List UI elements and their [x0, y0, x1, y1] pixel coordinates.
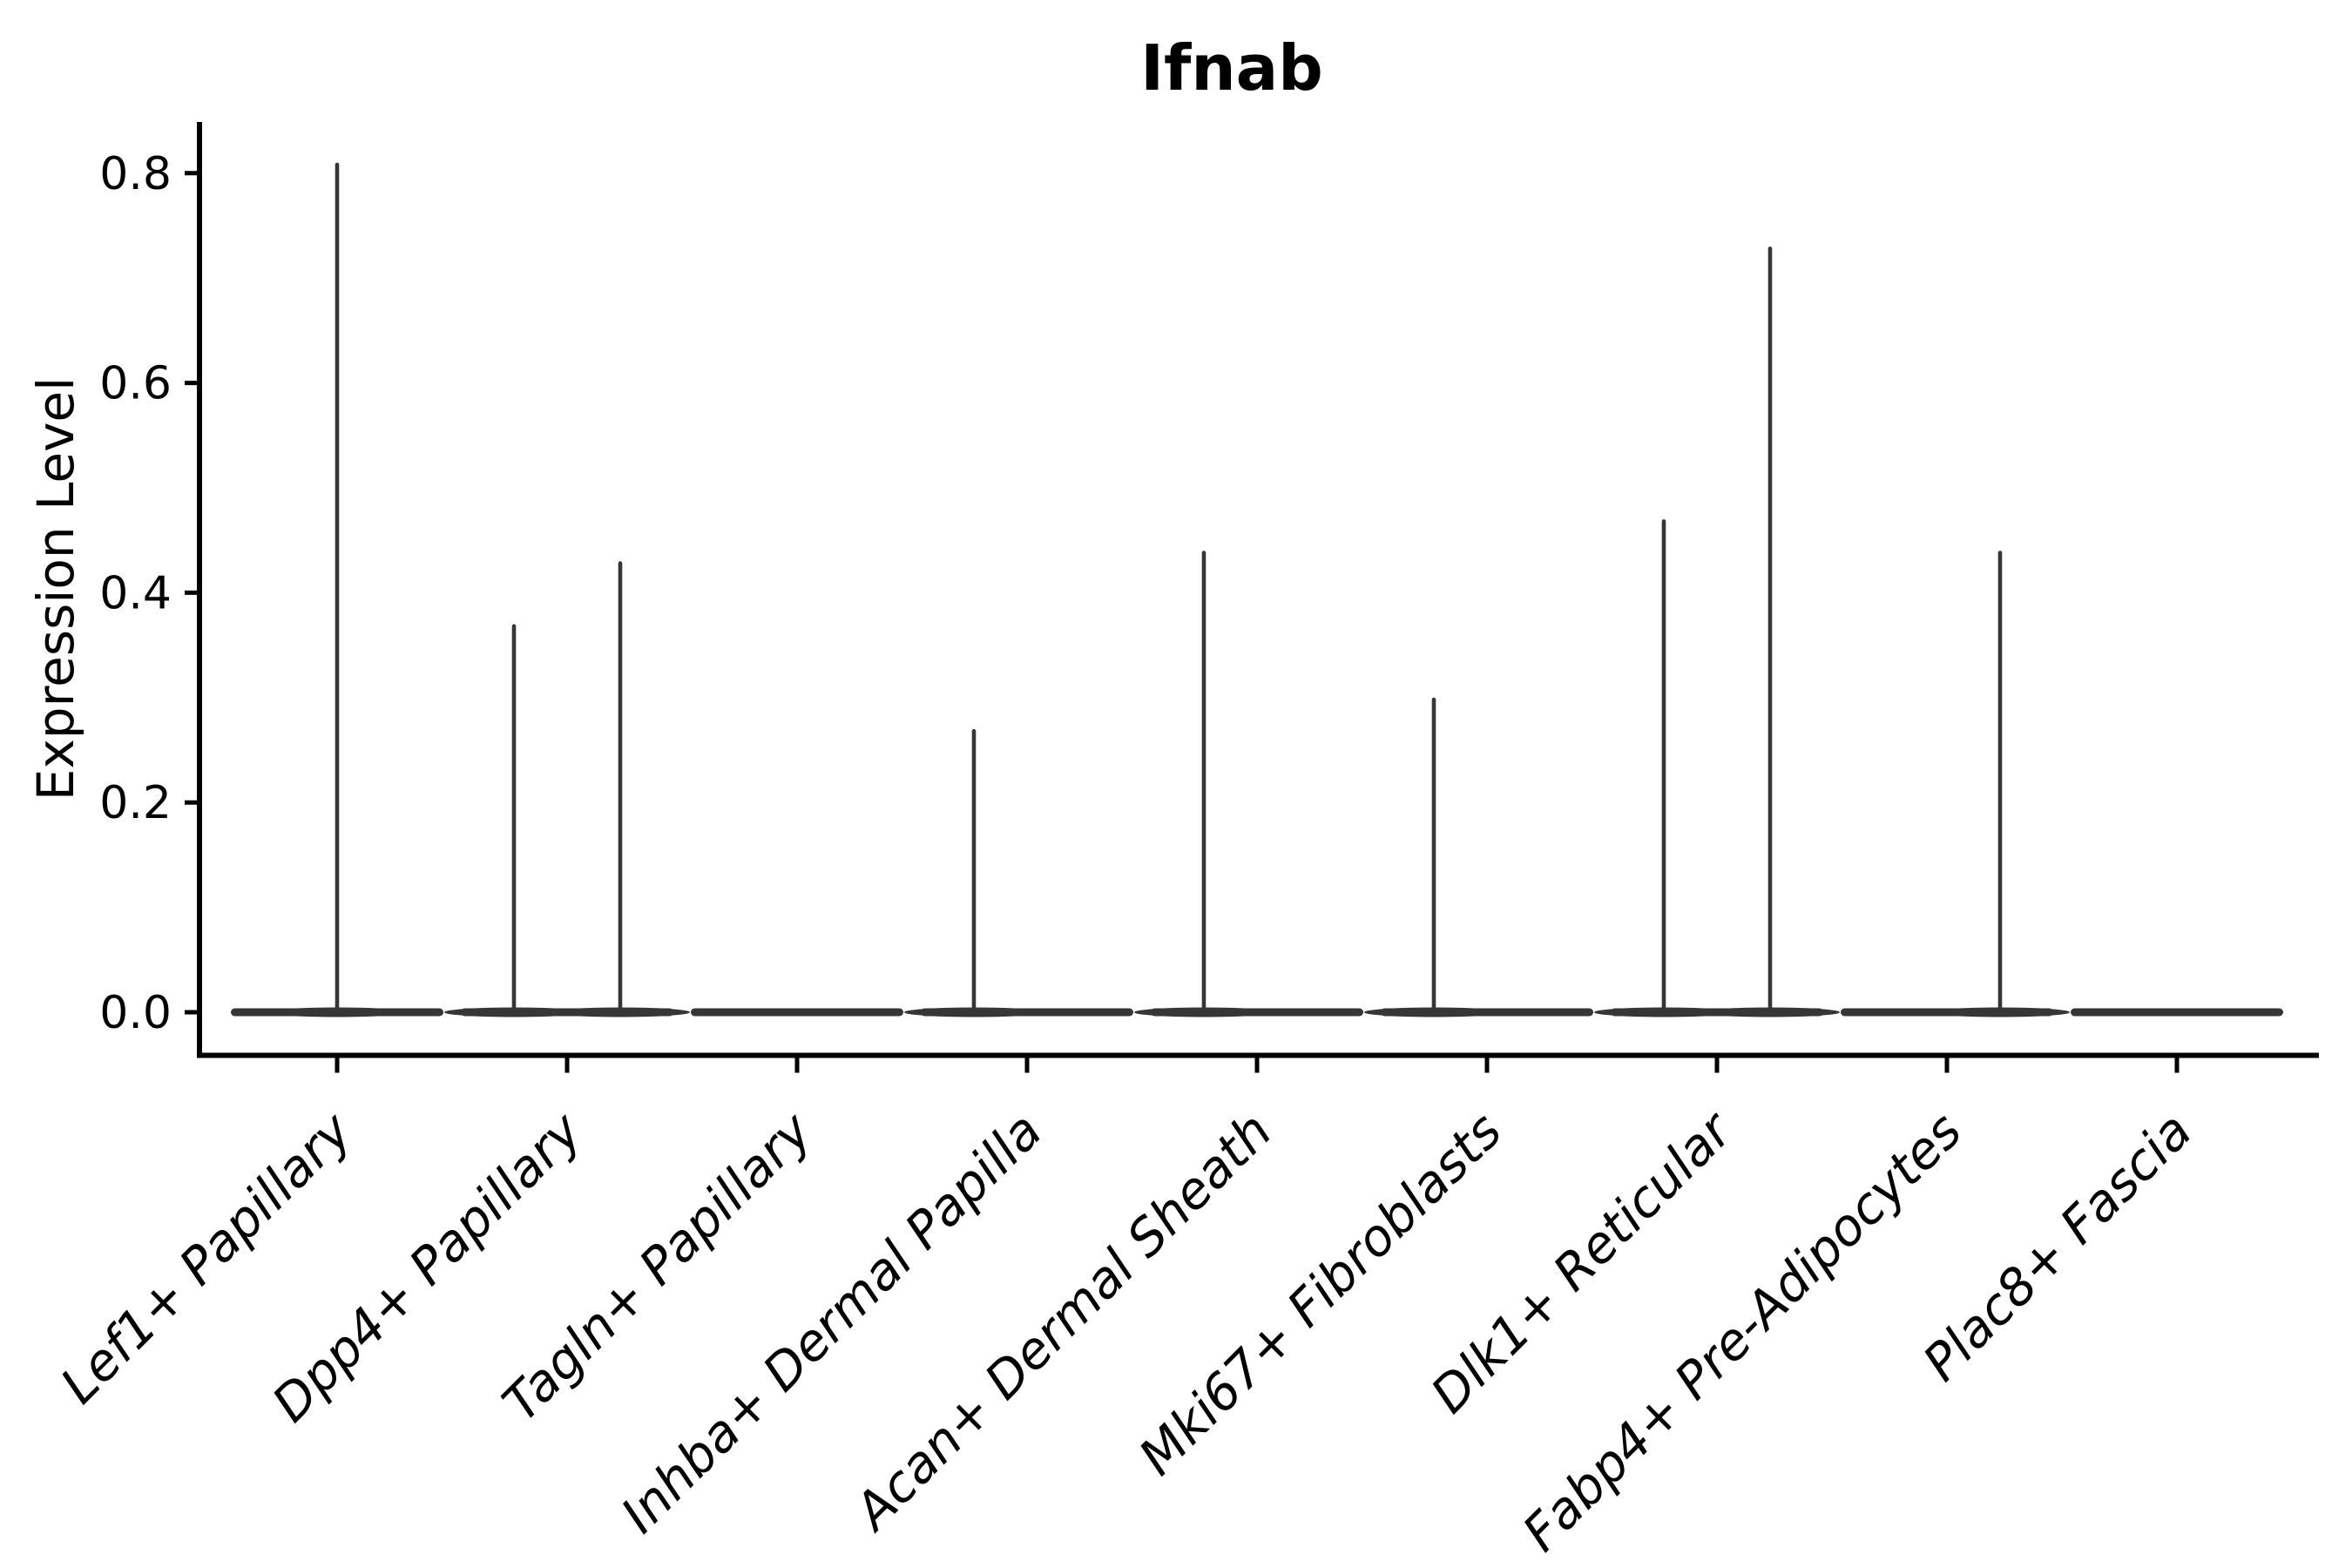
y-axis-label: Expression Level: [26, 377, 85, 801]
violin: [691, 1008, 903, 1017]
chart-title: Ifnab: [1140, 31, 1323, 105]
violin-spike: [1661, 519, 1666, 1012]
x-tick-label: Acan+ Dermal Sheath: [841, 1101, 1283, 1544]
y-axis-ticks: 0.8 0.6 0.4 0.2 0.0: [99, 148, 199, 1039]
y-tick-label: 0.6: [99, 358, 172, 410]
violin: [1594, 247, 1840, 1017]
violins: [231, 162, 2283, 1017]
violin-spike: [511, 624, 517, 1012]
violin: [904, 728, 1133, 1017]
violin: [2071, 1008, 2283, 1017]
violin-spike: [1431, 697, 1436, 1012]
violin-body: [2071, 1008, 2283, 1017]
violin: [1134, 551, 1363, 1017]
y-tick-label: 0.0: [99, 987, 172, 1039]
violin: [444, 561, 690, 1017]
violin-body: [691, 1008, 903, 1017]
y-tick-label: 0.8: [99, 148, 172, 200]
violin: [1364, 697, 1593, 1017]
violin-spike: [335, 162, 340, 1012]
x-tick-label: Inhba+ Dermal Papilla: [610, 1101, 1053, 1544]
violin-spike: [1767, 247, 1773, 1013]
x-tick-label: Fabp4+ Pre-Adipocytes: [1511, 1101, 1973, 1563]
violin-spike: [618, 561, 623, 1012]
violin-spike: [1997, 551, 2003, 1012]
violin: [1841, 551, 2070, 1017]
violin-spike: [971, 728, 977, 1012]
violin-spike: [1201, 551, 1206, 1012]
y-tick-label: 0.4: [99, 567, 172, 619]
axes-spines: [197, 122, 2319, 1058]
violin: [231, 162, 443, 1017]
y-tick-label: 0.2: [99, 777, 172, 829]
